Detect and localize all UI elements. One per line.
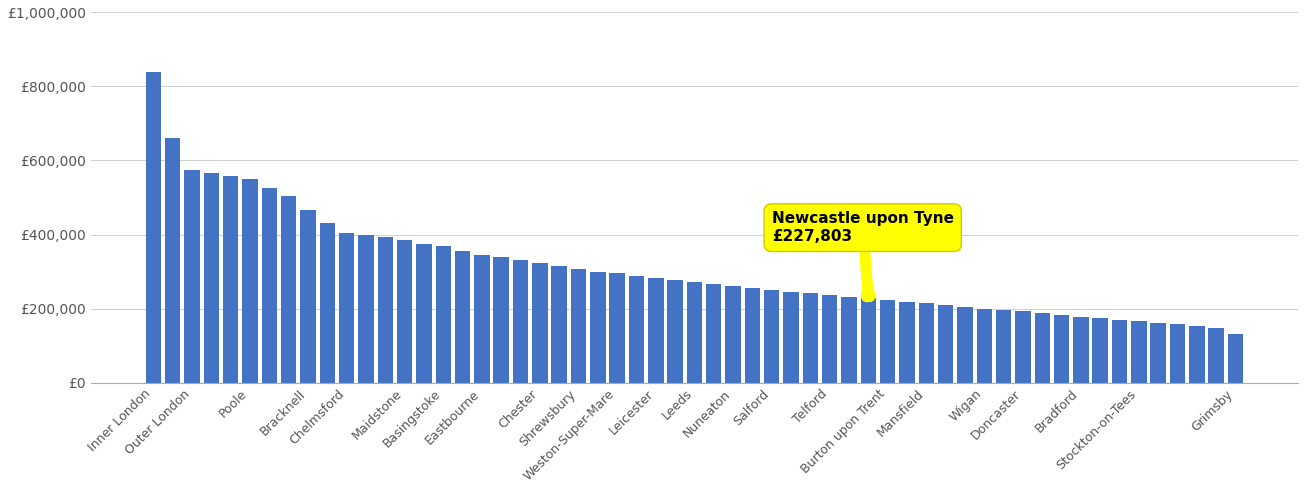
Bar: [803, 294, 818, 383]
Bar: [880, 300, 895, 383]
Bar: [493, 257, 509, 383]
Bar: [686, 282, 702, 383]
Bar: [184, 170, 200, 383]
Bar: [1073, 317, 1088, 383]
Bar: [359, 235, 373, 383]
Bar: [164, 138, 180, 383]
Bar: [590, 271, 606, 383]
Bar: [609, 273, 625, 383]
Bar: [532, 264, 548, 383]
Bar: [763, 290, 779, 383]
Bar: [146, 72, 161, 383]
Bar: [649, 278, 663, 383]
Bar: [570, 269, 586, 383]
Bar: [1092, 318, 1108, 383]
Bar: [938, 305, 954, 383]
Bar: [1054, 315, 1069, 383]
Bar: [783, 292, 799, 383]
Bar: [223, 176, 239, 383]
Bar: [243, 179, 258, 383]
Bar: [860, 298, 876, 383]
Bar: [474, 255, 489, 383]
Bar: [436, 246, 452, 383]
Bar: [919, 303, 934, 383]
Bar: [1169, 324, 1185, 383]
Bar: [976, 309, 992, 383]
Bar: [300, 211, 316, 383]
Bar: [822, 295, 838, 383]
Bar: [281, 196, 296, 383]
Bar: [899, 302, 915, 383]
Bar: [377, 237, 393, 383]
Bar: [455, 251, 470, 383]
Bar: [629, 276, 645, 383]
Bar: [397, 240, 412, 383]
Bar: [726, 286, 741, 383]
Bar: [1131, 321, 1147, 383]
Bar: [1112, 319, 1128, 383]
Bar: [667, 280, 683, 383]
Bar: [513, 260, 529, 383]
Text: Newcastle upon Tyne
£227,803: Newcastle upon Tyne £227,803: [771, 212, 954, 297]
Bar: [1208, 328, 1224, 383]
Bar: [320, 223, 335, 383]
Bar: [339, 233, 355, 383]
Bar: [552, 266, 566, 383]
Bar: [1228, 335, 1244, 383]
Bar: [1035, 313, 1051, 383]
Bar: [1015, 312, 1031, 383]
Bar: [745, 288, 760, 383]
Bar: [1189, 326, 1205, 383]
Bar: [416, 244, 432, 383]
Bar: [261, 188, 277, 383]
Bar: [1151, 322, 1165, 383]
Bar: [204, 172, 219, 383]
Bar: [842, 296, 857, 383]
Bar: [706, 284, 722, 383]
Bar: [996, 310, 1011, 383]
Bar: [957, 307, 972, 383]
